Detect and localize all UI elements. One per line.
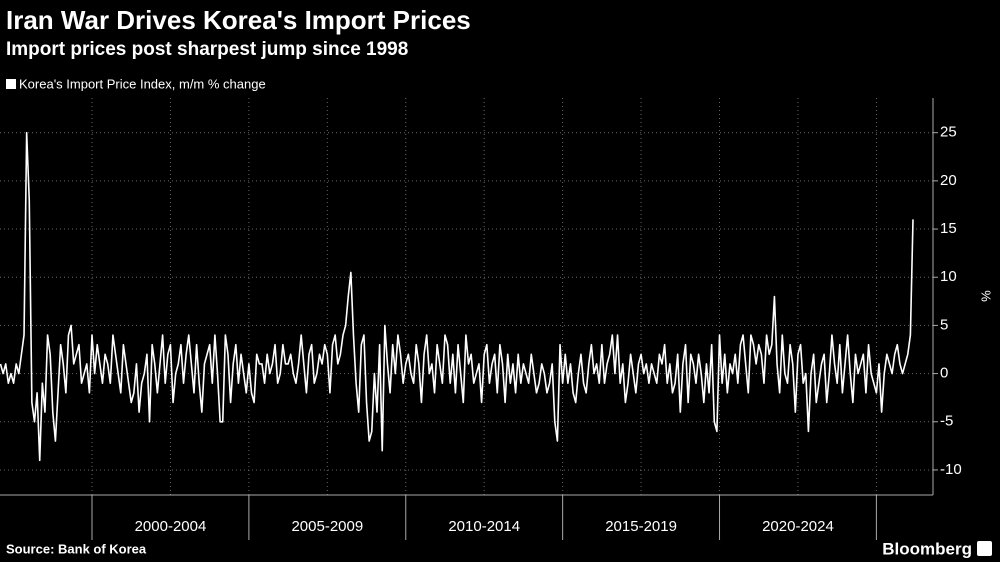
legend-label: Korea's Import Price Index, m/m % change xyxy=(19,76,266,91)
y-tick-label: 10 xyxy=(940,268,957,285)
source: Source: Bank of Korea xyxy=(6,541,147,556)
x-tick-label: 2015-2019 xyxy=(605,518,677,535)
y-axis-unit: % xyxy=(979,290,994,302)
brand: Bloomberg xyxy=(882,539,972,558)
y-tick-label: -5 xyxy=(940,413,953,430)
y-tick-label: 5 xyxy=(940,316,948,333)
legend-swatch xyxy=(6,79,16,89)
x-tick-label: 2000-2004 xyxy=(135,518,207,535)
y-tick-label: -10 xyxy=(940,461,962,478)
y-tick-label: 25 xyxy=(940,124,957,141)
brand-icon xyxy=(977,541,992,556)
chart-title: Iran War Drives Korea's Import Prices xyxy=(6,5,471,35)
x-tick-label: 2010-2014 xyxy=(448,518,520,535)
x-tick-label: 2020-2024 xyxy=(762,518,834,535)
data-line xyxy=(0,131,914,462)
chart-subtitle: Import prices post sharpest jump since 1… xyxy=(6,39,408,60)
y-tick-label: 15 xyxy=(940,220,957,237)
x-tick-label: 2005-2009 xyxy=(291,518,363,535)
y-tick-label: 0 xyxy=(940,365,948,382)
y-tick-label: 20 xyxy=(940,172,957,189)
